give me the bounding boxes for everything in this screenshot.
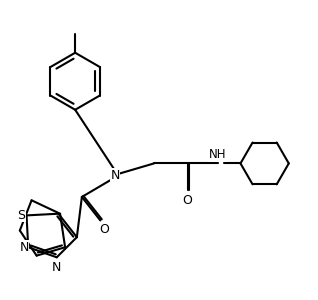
Text: O: O — [100, 223, 109, 236]
Text: O: O — [183, 194, 192, 207]
Text: NH: NH — [209, 148, 226, 161]
Text: N: N — [52, 261, 61, 274]
Text: S: S — [17, 209, 25, 222]
Text: N: N — [19, 241, 29, 254]
Text: N: N — [111, 169, 120, 182]
